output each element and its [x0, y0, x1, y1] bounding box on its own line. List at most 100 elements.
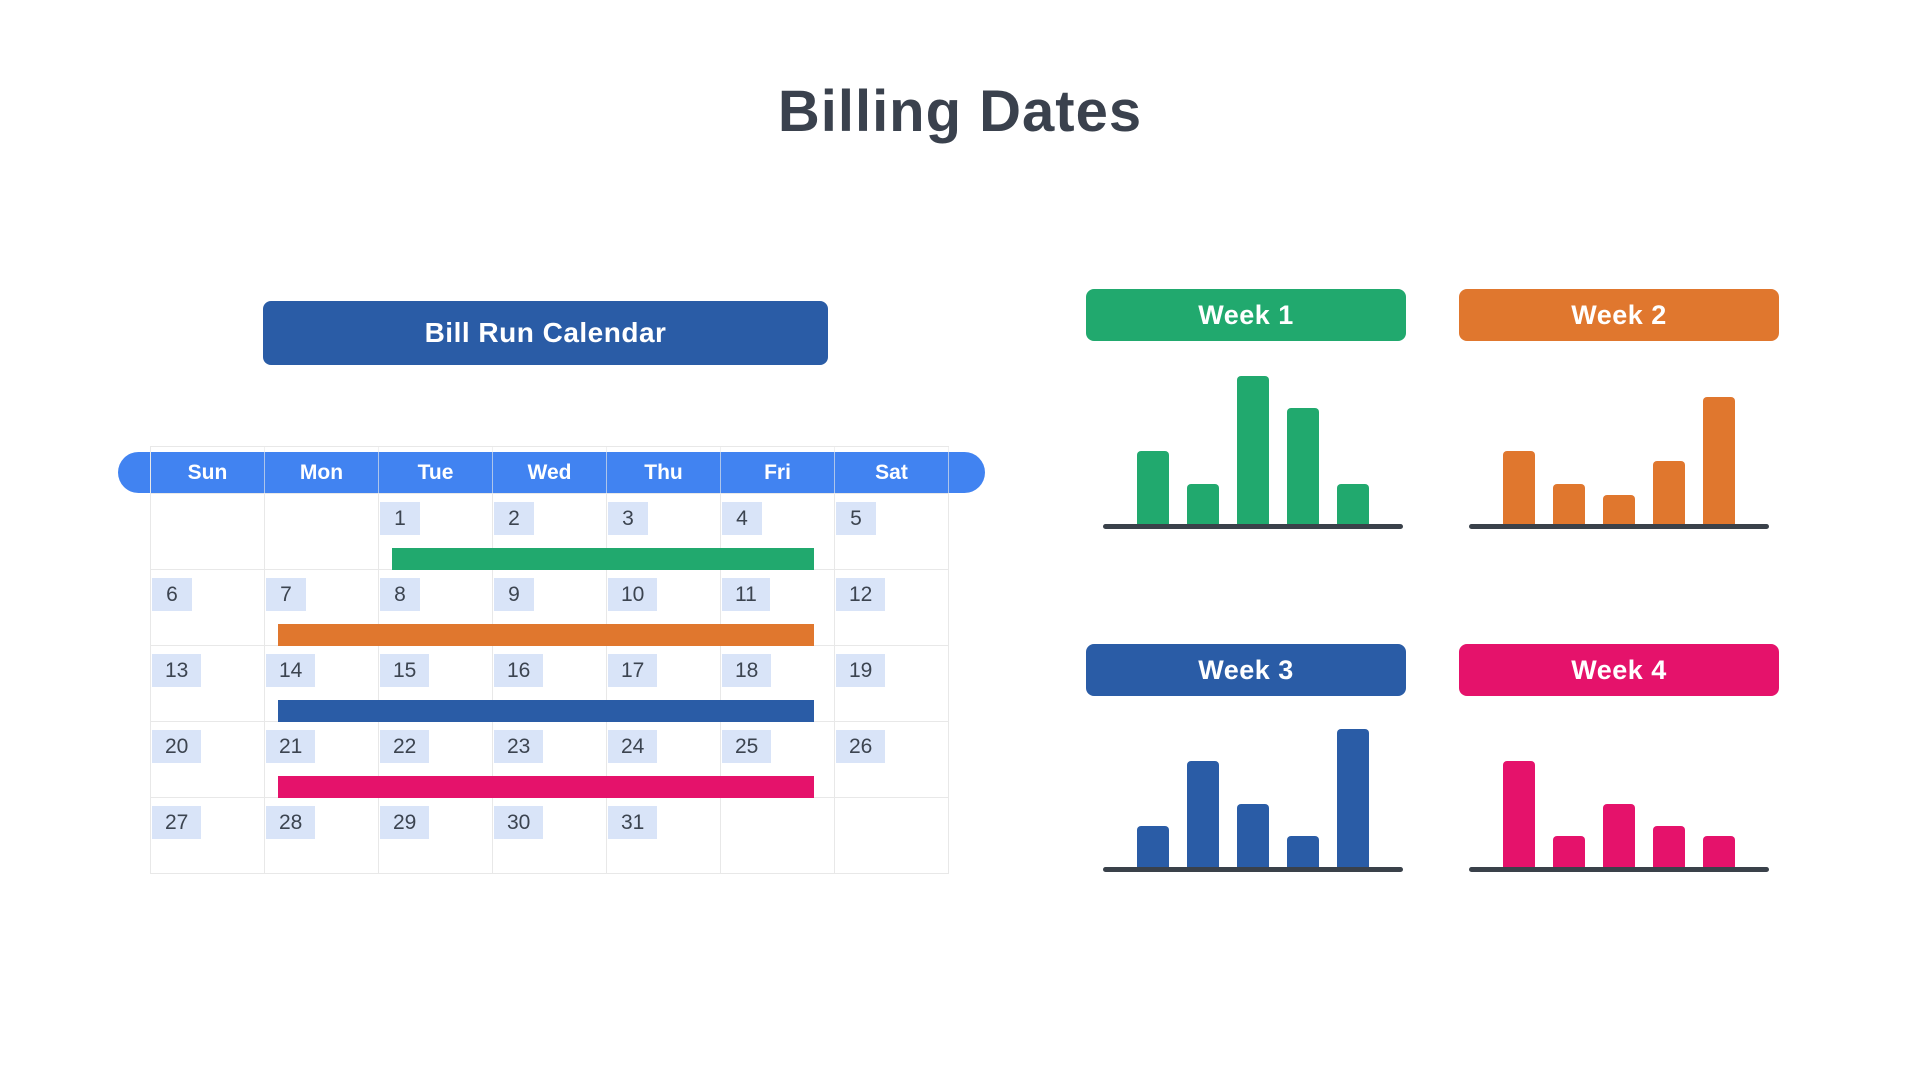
date-badge: 2 — [494, 502, 534, 535]
date-badge: 28 — [266, 806, 316, 839]
day-header-wed: Wed — [493, 447, 607, 494]
date-badge: 29 — [380, 806, 430, 839]
calendar-cell-empty — [721, 798, 835, 874]
week-1-bar-chart — [1103, 365, 1403, 529]
date-badge: 17 — [608, 654, 658, 687]
week-3-bar-chart — [1103, 708, 1403, 872]
day-header-mon: Mon — [265, 447, 379, 494]
week-4-axis-line — [1469, 867, 1769, 872]
calendar-cell-day-31: 31 — [607, 798, 721, 874]
week-2-bar-4 — [1653, 461, 1685, 524]
date-badge: 8 — [380, 578, 420, 611]
week-4-bar-3 — [1603, 804, 1635, 867]
calendar-cell-day-3: 3 — [607, 494, 721, 570]
date-badge: 18 — [722, 654, 772, 687]
calendar-cell-day-28: 28 — [265, 798, 379, 874]
gantt-bar-week-1-run — [392, 548, 814, 570]
week-1-bar-4 — [1287, 408, 1319, 524]
date-badge: 16 — [494, 654, 544, 687]
week-4-bar-5 — [1703, 836, 1735, 867]
day-header-sun: Sun — [151, 447, 265, 494]
date-badge: 13 — [152, 654, 202, 687]
date-badge: 10 — [608, 578, 658, 611]
date-badge: 4 — [722, 502, 762, 535]
week-3-axis-line — [1103, 867, 1403, 872]
calendar-cell-day-22: 22 — [379, 722, 493, 798]
bill-run-calendar: Sun Mon Tue Wed Thu Fri Sat 1 2 3 4 5 6 7 8 9 10 11 12 13 14… — [118, 446, 985, 874]
week-1-bar-1 — [1137, 451, 1169, 524]
date-badge: 27 — [152, 806, 202, 839]
calendar-cell-day-26: 26 — [835, 722, 949, 798]
week-4-bar-4 — [1653, 826, 1685, 867]
date-badge: 19 — [836, 654, 886, 687]
page-title: Billing Dates — [777, 79, 1143, 144]
date-badge: 6 — [152, 578, 192, 611]
week-3-bar-1 — [1137, 826, 1169, 867]
calendar-cell-empty — [151, 494, 265, 570]
date-badge: 21 — [266, 730, 316, 763]
week-3-bar-4 — [1287, 836, 1319, 867]
calendar-cell-day-5: 5 — [835, 494, 949, 570]
calendar-cell-day-8: 8 — [379, 570, 493, 646]
week-4-header: Week 4 — [1459, 644, 1779, 696]
week-3-bar-5 — [1337, 729, 1369, 867]
calendar-cell-day-13: 13 — [151, 646, 265, 722]
calendar-cell-day-1: 1 — [379, 494, 493, 570]
calendar-cell-day-12: 12 — [835, 570, 949, 646]
calendar-cell-day-14: 14 — [265, 646, 379, 722]
calendar-cell-day-19: 19 — [835, 646, 949, 722]
week-4-bar-2 — [1553, 836, 1585, 867]
weekday-header-band — [118, 452, 985, 493]
calendar-cell-day-2: 2 — [493, 494, 607, 570]
day-header-tue: Tue — [379, 447, 493, 494]
date-badge: 20 — [152, 730, 202, 763]
week-2-header: Week 2 — [1459, 289, 1779, 341]
date-badge: 25 — [722, 730, 772, 763]
date-badge: 12 — [836, 578, 886, 611]
week-1-bar-5 — [1337, 484, 1369, 524]
week-3-bar-3 — [1237, 804, 1269, 867]
calendar-cell-empty — [265, 494, 379, 570]
calendar-cell-day-25: 25 — [721, 722, 835, 798]
calendar-cell-day-20: 20 — [151, 722, 265, 798]
week-2-axis-line — [1469, 524, 1769, 529]
date-badge: 7 — [266, 578, 306, 611]
date-badge: 31 — [608, 806, 658, 839]
bill-run-calendar-header: Bill Run Calendar — [263, 301, 828, 365]
date-badge: 14 — [266, 654, 316, 687]
week-1-axis-line — [1103, 524, 1403, 529]
calendar-cell-day-23: 23 — [493, 722, 607, 798]
date-badge: 5 — [836, 502, 876, 535]
date-badge: 30 — [494, 806, 544, 839]
date-badge: 1 — [380, 502, 420, 535]
calendar-cell-day-18: 18 — [721, 646, 835, 722]
date-badge: 9 — [494, 578, 534, 611]
date-badge: 24 — [608, 730, 658, 763]
gantt-bar-week-3-run — [278, 700, 814, 722]
week-2-bar-1 — [1503, 451, 1535, 524]
day-header-thu: Thu — [607, 447, 721, 494]
week-1-header: Week 1 — [1086, 289, 1406, 341]
week-2-bar-chart — [1469, 365, 1769, 529]
calendar-cell-day-29: 29 — [379, 798, 493, 874]
calendar-cell-day-27: 27 — [151, 798, 265, 874]
week-4-bar-chart — [1469, 708, 1769, 872]
calendar-cell-day-6: 6 — [151, 570, 265, 646]
day-header-sat: Sat — [835, 447, 949, 494]
date-badge: 23 — [494, 730, 544, 763]
week-2-bar-3 — [1603, 495, 1635, 524]
week-3-header: Week 3 — [1086, 644, 1406, 696]
date-badge: 11 — [722, 578, 770, 611]
week-1-bar-3 — [1237, 376, 1269, 524]
calendar-cell-day-11: 11 — [721, 570, 835, 646]
date-badge: 22 — [380, 730, 430, 763]
gantt-bar-week-2-run — [278, 624, 814, 646]
week-1-bar-2 — [1187, 484, 1219, 524]
calendar-cell-empty — [835, 798, 949, 874]
week-2-bar-2 — [1553, 484, 1585, 524]
date-badge: 3 — [608, 502, 648, 535]
week-2-bar-5 — [1703, 397, 1735, 524]
week-3-bar-2 — [1187, 761, 1219, 867]
day-header-fri: Fri — [721, 447, 835, 494]
